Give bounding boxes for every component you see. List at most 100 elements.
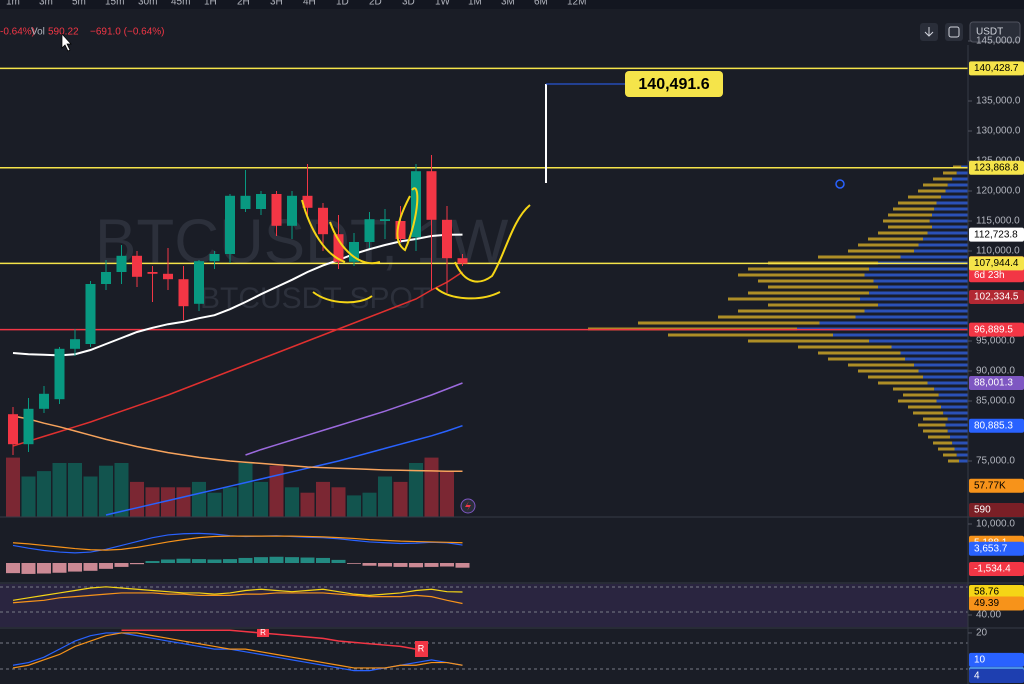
profile-down <box>932 225 968 229</box>
price-badge <box>969 652 1024 667</box>
volume-bar <box>347 495 361 517</box>
price-badge-label: 80,885.3 <box>974 420 1013 431</box>
volume-bar <box>393 481 408 517</box>
moving-average <box>105 424 463 516</box>
macd-bar <box>99 563 113 569</box>
handle[interactable] <box>835 179 845 189</box>
profile-up <box>828 357 905 361</box>
candle-body <box>395 221 406 239</box>
profile-down <box>923 237 968 241</box>
tick-label: 85,000.0 <box>976 396 1015 407</box>
tick-label: 145,000.0 <box>976 36 1021 47</box>
drawing <box>301 187 531 304</box>
volume-bar <box>37 471 51 517</box>
fullscreen-button[interactable] <box>945 23 963 41</box>
moving-average <box>12 233 463 357</box>
profile-up <box>893 387 935 391</box>
icon <box>948 26 960 38</box>
signal-label: R <box>418 643 425 653</box>
profile-up <box>923 417 948 421</box>
currency-select[interactable] <box>969 21 1021 43</box>
profile-down <box>947 417 968 421</box>
profile-up <box>748 291 869 295</box>
profile-up <box>748 339 869 343</box>
price-badge-sub: 6d 23h <box>974 270 1005 281</box>
price-badge-label: 590 <box>974 505 991 516</box>
rsi-line <box>12 586 463 601</box>
volume-bar <box>300 492 315 517</box>
candle-body <box>132 255 142 277</box>
candle-body <box>209 254 220 262</box>
timeframe: 1m <box>6 0 20 8</box>
macd-bar <box>83 563 98 571</box>
macd-bar <box>393 563 408 567</box>
price-badge-label: 112,723.8 <box>974 229 1018 240</box>
profile-down <box>918 369 968 373</box>
profile-up <box>868 237 923 241</box>
macd-bar <box>455 563 470 568</box>
volume-bar <box>192 481 206 517</box>
price-annotation: 140,491.6 <box>638 76 709 93</box>
macd-bar <box>238 557 253 563</box>
profile-up <box>868 375 923 379</box>
macd-bar <box>269 556 284 563</box>
timeframe: 30m <box>138 0 157 8</box>
macd-bar <box>254 557 268 563</box>
legend-vol-value: 590.22 <box>48 27 79 38</box>
profile-up <box>898 399 937 403</box>
profile-down <box>932 213 968 217</box>
timeframe: 5m <box>72 0 86 8</box>
tick-label: 120,000.0 <box>976 186 1021 197</box>
candle-body <box>54 348 65 400</box>
timeframe: 3m <box>39 0 53 8</box>
profile-down <box>941 405 968 409</box>
profile-up <box>738 309 865 313</box>
profile-down <box>947 429 968 433</box>
volume-bar <box>145 487 160 517</box>
profile-down <box>905 357 968 361</box>
profile-down <box>945 423 968 427</box>
volume-bar <box>99 465 113 517</box>
macd-bar <box>362 563 377 566</box>
profile-down <box>927 231 968 235</box>
volume-bar <box>440 471 454 517</box>
price-badge-label: 10 <box>974 655 986 666</box>
profile-down <box>873 279 968 283</box>
profile-up <box>893 207 935 211</box>
profile-up <box>858 243 919 247</box>
timeframe: 2D <box>369 0 382 8</box>
candle-body <box>302 195 313 208</box>
volume-bar <box>378 476 392 517</box>
price-axis: 145,000.0135,000.0130,000.0125,000.0120,… <box>968 36 1024 683</box>
currency: USDT <box>976 27 1003 38</box>
horizontal-lines <box>0 67 968 331</box>
price-badge <box>969 541 1024 556</box>
profile-up <box>953 165 962 169</box>
candle-body <box>426 171 437 220</box>
profile-down <box>914 249 968 253</box>
profile-down <box>860 297 968 301</box>
price-badge-label: 96,889.5 <box>974 324 1013 335</box>
stoch-d <box>12 632 463 669</box>
macd-bar <box>52 563 67 573</box>
profile-down <box>923 375 968 379</box>
tick-label: 20 <box>976 628 988 639</box>
profile-up <box>908 195 941 199</box>
price-badge-label: 3,653.7 <box>974 543 1008 554</box>
profile-down <box>864 273 968 277</box>
profile-down <box>918 243 968 247</box>
volume-bar <box>223 487 237 517</box>
price-badge <box>969 289 1024 304</box>
macd-bar <box>300 557 315 563</box>
profile-down <box>961 165 968 169</box>
macd-bar <box>176 558 191 563</box>
candle-body <box>411 171 421 238</box>
profile-down <box>869 291 968 295</box>
profile-up <box>668 333 833 337</box>
signal-marker <box>415 641 428 657</box>
candle-body <box>70 339 80 349</box>
candle-body <box>457 258 468 264</box>
price-badge <box>969 585 1024 600</box>
volume-bar <box>238 463 253 517</box>
profile-up <box>768 285 878 289</box>
